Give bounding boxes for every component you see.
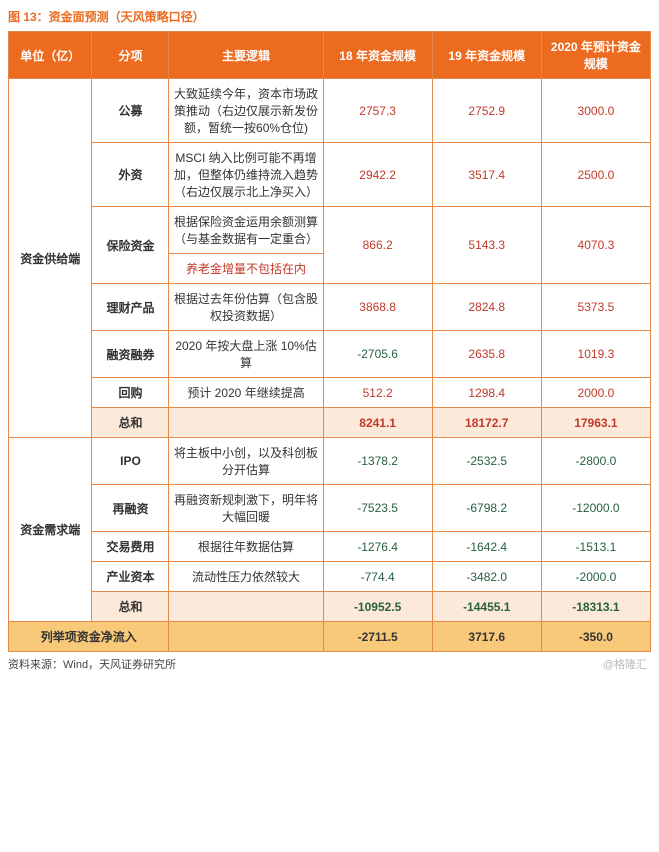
table-cell: 总和 bbox=[92, 592, 169, 622]
table-cell: 866.2 bbox=[323, 207, 432, 284]
table-cell: -6798.2 bbox=[432, 485, 541, 532]
table-cell: -1378.2 bbox=[323, 438, 432, 485]
category-cell: 再融资 bbox=[92, 485, 169, 532]
table-cell: 18172.7 bbox=[432, 408, 541, 438]
header-y18: 18 年资金规模 bbox=[323, 32, 432, 79]
table-cell: 1019.3 bbox=[541, 331, 650, 378]
category-cell: 融资融券 bbox=[92, 331, 169, 378]
table-row: 回购预计 2020 年继续提高512.21298.42000.0 bbox=[9, 378, 651, 408]
table-cell: 再融资新规刺激下，明年将大幅回暖 bbox=[169, 485, 323, 532]
table-cell: -2711.5 bbox=[323, 622, 432, 652]
group-unit-cell: 资金供给端 bbox=[9, 79, 92, 438]
table-cell: 512.2 bbox=[323, 378, 432, 408]
table-cell: 4070.3 bbox=[541, 207, 650, 284]
net-label-cell: 列举项资金净流入 bbox=[9, 622, 169, 652]
table-cell: -2705.6 bbox=[323, 331, 432, 378]
table-cell: -2800.0 bbox=[541, 438, 650, 485]
table-cell bbox=[169, 592, 323, 622]
header-logic: 主要逻辑 bbox=[169, 32, 323, 79]
category-cell: 公募 bbox=[92, 79, 169, 143]
header-unit: 单位（亿） bbox=[9, 32, 92, 79]
table-cell: -7523.5 bbox=[323, 485, 432, 532]
table-cell: 2500.0 bbox=[541, 143, 650, 207]
table-cell: MSCI 纳入比例可能不再增加，但整体仍维持流入趋势（右边仅展示北上净买入） bbox=[169, 143, 323, 207]
table-cell: -1276.4 bbox=[323, 532, 432, 562]
table-cell: -1642.4 bbox=[432, 532, 541, 562]
table-row: 交易费用根据往年数据估算-1276.4-1642.4-1513.1 bbox=[9, 532, 651, 562]
table-cell: -12000.0 bbox=[541, 485, 650, 532]
table-cell: 大致延续今年，资本市场政策推动（右边仅展示新发份额，暂统一按60%仓位) bbox=[169, 79, 323, 143]
category-cell: 交易费用 bbox=[92, 532, 169, 562]
watermark: @格隆汇 bbox=[603, 656, 647, 672]
table-cell: 2020 年按大盘上涨 10%估算 bbox=[169, 331, 323, 378]
category-cell: 回购 bbox=[92, 378, 169, 408]
sum-row: 总和 -10952.5-14455.1-18313.1 bbox=[9, 592, 651, 622]
table-cell: -3482.0 bbox=[432, 562, 541, 592]
sum-row: 总和 8241.118172.717963.1 bbox=[9, 408, 651, 438]
forecast-table: 单位（亿） 分项 主要逻辑 18 年资金规模 19 年资金规模 2020 年预计… bbox=[8, 31, 651, 652]
table-cell: 3868.8 bbox=[323, 284, 432, 331]
table-row: 再融资再融资新规刺激下，明年将大幅回暖-7523.5-6798.2-12000.… bbox=[9, 485, 651, 532]
category-cell: 保险资金 bbox=[92, 207, 169, 284]
table-cell: 流动性压力依然较大 bbox=[169, 562, 323, 592]
table-cell: -350.0 bbox=[541, 622, 650, 652]
net-row: 列举项资金净流入 -2711.53717.6-350.0 bbox=[9, 622, 651, 652]
table-cell: 1298.4 bbox=[432, 378, 541, 408]
table-cell: 养老金增量不包括在内 bbox=[169, 254, 323, 284]
category-cell: 理财产品 bbox=[92, 284, 169, 331]
table-cell: 3517.4 bbox=[432, 143, 541, 207]
table-cell: 3717.6 bbox=[432, 622, 541, 652]
table-cell: 总和 bbox=[92, 408, 169, 438]
table-cell: 预计 2020 年继续提高 bbox=[169, 378, 323, 408]
table-row: 资金需求端IPO将主板中小创，以及科创板分开估算-1378.2-2532.5-2… bbox=[9, 438, 651, 485]
figure-title: 图 13：资金面预测（天风策略口径） bbox=[8, 8, 651, 25]
header-y19: 19 年资金规模 bbox=[432, 32, 541, 79]
table-row: 资金供给端公募大致延续今年，资本市场政策推动（右边仅展示新发份额，暂统一按60%… bbox=[9, 79, 651, 143]
table-cell: 8241.1 bbox=[323, 408, 432, 438]
header-y20: 2020 年预计资金规模 bbox=[541, 32, 650, 79]
table-cell: 根据往年数据估算 bbox=[169, 532, 323, 562]
table-cell: -774.4 bbox=[323, 562, 432, 592]
table-cell: -2532.5 bbox=[432, 438, 541, 485]
table-cell: 17963.1 bbox=[541, 408, 650, 438]
table-cell: 2635.8 bbox=[432, 331, 541, 378]
category-cell: IPO bbox=[92, 438, 169, 485]
figure-source: 资料来源：Wind，天风证券研究所 @格隆汇 bbox=[8, 656, 651, 672]
table-cell: 根据保险资金运用余额测算（与基金数据有一定重合） bbox=[169, 207, 323, 254]
table-cell: 5373.5 bbox=[541, 284, 650, 331]
source-text: 资料来源：Wind，天风证券研究所 bbox=[8, 659, 176, 671]
table-cell: -14455.1 bbox=[432, 592, 541, 622]
category-cell: 产业资本 bbox=[92, 562, 169, 592]
table-cell bbox=[169, 408, 323, 438]
table-cell: 2000.0 bbox=[541, 378, 650, 408]
table-header-row: 单位（亿） 分项 主要逻辑 18 年资金规模 19 年资金规模 2020 年预计… bbox=[9, 32, 651, 79]
table-cell: 将主板中小创，以及科创板分开估算 bbox=[169, 438, 323, 485]
group-unit-cell: 资金需求端 bbox=[9, 438, 92, 622]
table-row: 产业资本流动性压力依然较大-774.4-3482.0-2000.0 bbox=[9, 562, 651, 592]
table-cell: -2000.0 bbox=[541, 562, 650, 592]
table-row: 保险资金根据保险资金运用余额测算（与基金数据有一定重合）866.25143.34… bbox=[9, 207, 651, 254]
table-cell: 2824.8 bbox=[432, 284, 541, 331]
table-cell: -1513.1 bbox=[541, 532, 650, 562]
table-cell bbox=[169, 622, 323, 652]
table-cell: 2757.3 bbox=[323, 79, 432, 143]
table-cell: -18313.1 bbox=[541, 592, 650, 622]
table-row: 理财产品根据过去年份估算（包含股权投资数据）3868.82824.85373.5 bbox=[9, 284, 651, 331]
table-cell: 3000.0 bbox=[541, 79, 650, 143]
header-category: 分项 bbox=[92, 32, 169, 79]
table-cell: -10952.5 bbox=[323, 592, 432, 622]
table-row: 外资MSCI 纳入比例可能不再增加，但整体仍维持流入趋势（右边仅展示北上净买入）… bbox=[9, 143, 651, 207]
table-cell: 2752.9 bbox=[432, 79, 541, 143]
table-row: 融资融券2020 年按大盘上涨 10%估算-2705.62635.81019.3 bbox=[9, 331, 651, 378]
table-cell: 5143.3 bbox=[432, 207, 541, 284]
category-cell: 外资 bbox=[92, 143, 169, 207]
table-cell: 2942.2 bbox=[323, 143, 432, 207]
table-cell: 根据过去年份估算（包含股权投资数据） bbox=[169, 284, 323, 331]
